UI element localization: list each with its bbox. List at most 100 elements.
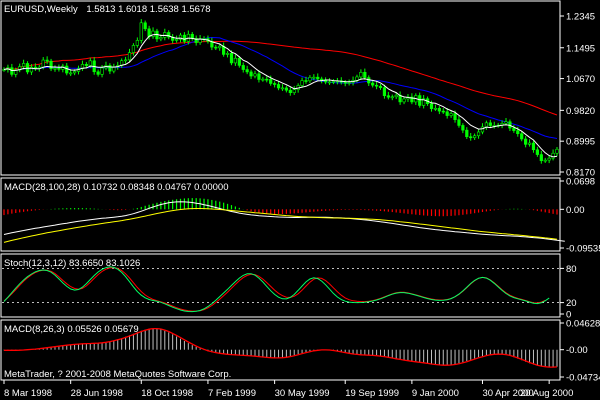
x-tick-label: 9 Jan 2000	[412, 388, 459, 399]
candle-body	[433, 107, 438, 110]
candle-body	[25, 63, 30, 73]
x-tick-label: 20 Aug 2000	[520, 388, 573, 399]
candle-body	[147, 28, 151, 37]
candle-body	[249, 71, 253, 77]
candle-body	[261, 78, 265, 81]
candle-body	[363, 72, 367, 78]
stoch-y-tick-label: 0	[566, 310, 571, 321]
copyright-label: MetaTrader, ? 2001-2008 MetaQuotes Softw…	[4, 369, 231, 380]
candle-body	[465, 129, 469, 138]
candle-body	[225, 52, 230, 55]
macd2-panel[interactable]	[3, 327, 558, 368]
price-panel[interactable]	[2, 19, 559, 164]
macd1-y-tick-label: -0.09535	[566, 244, 600, 255]
candle-body	[371, 82, 375, 86]
candle-body	[504, 121, 508, 124]
candle-body	[276, 84, 281, 89]
x-axis-labels: 8 Mar 1998 28 Jun 1998 18 Oct 1998 7 Feb 19…	[3, 380, 573, 399]
candle-body	[22, 63, 26, 67]
candle-body	[182, 34, 187, 42]
macd1-panel-frame	[0, 177, 561, 252]
candle-body	[241, 65, 245, 70]
candle-body	[476, 131, 481, 137]
candle-body	[480, 126, 485, 133]
candle-body	[551, 152, 555, 159]
candle-body	[300, 80, 304, 86]
candle-body	[410, 96, 414, 103]
candle-body	[547, 157, 551, 161]
x-tick-label: 18 Oct 1998	[141, 388, 193, 399]
candle-body	[429, 103, 434, 109]
macd2-y-tick-label: 0.04628	[566, 319, 600, 330]
candle-body	[445, 111, 449, 116]
candle-body	[49, 60, 53, 70]
candle-body	[359, 72, 363, 78]
candle-body	[382, 87, 387, 96]
candle-body	[449, 113, 453, 116]
macd1-signal-line	[3, 208, 558, 243]
macd1-label: MACD(28,100,28) 0.10732 0.08348 0.04767 …	[4, 182, 228, 193]
candle-body	[418, 95, 422, 106]
price-y-tick-label: 1.0670	[566, 74, 595, 85]
candle-body	[127, 52, 132, 61]
candle-body	[535, 149, 539, 155]
candle-body	[139, 22, 143, 41]
macd2-signal-line	[4, 327, 558, 368]
candle-body	[218, 45, 222, 49]
candle-body	[174, 39, 179, 41]
candle-body	[65, 65, 69, 74]
candle-body	[386, 95, 390, 98]
stoch-label: Stoch(12,3,12) 83.6650 83.1026	[4, 258, 140, 269]
candle-body	[41, 59, 45, 68]
macd2-y-tick-label: -0.00	[566, 345, 588, 356]
stoch-panel[interactable]	[2, 266, 559, 313]
candle-body	[29, 66, 34, 73]
candle-body	[331, 81, 336, 83]
candle-body	[516, 130, 520, 135]
candle-body	[374, 84, 379, 87]
candle-body	[531, 142, 536, 151]
candle-body	[437, 107, 441, 112]
candle-body	[108, 65, 112, 72]
candle-body	[84, 64, 88, 66]
candle-body	[100, 67, 104, 75]
candle-body	[253, 73, 257, 77]
candle-body	[539, 154, 543, 162]
candle-body	[355, 76, 359, 81]
candle-body	[292, 89, 296, 94]
macd1-panel[interactable]	[3, 198, 565, 243]
candle-body	[304, 80, 308, 82]
candle-body	[72, 71, 77, 74]
candle-body	[457, 119, 461, 126]
candle-body	[469, 136, 473, 139]
candle-body	[473, 135, 477, 139]
stoch-y-tick-label: 80	[566, 264, 577, 275]
candle-body	[178, 34, 183, 40]
candle-body	[453, 113, 457, 120]
stoch-panel-frame	[0, 253, 561, 318]
price-header: EURUSD,Weekly 1.5813 1.6018 1.5638 1.567…	[4, 4, 211, 15]
candle-body	[96, 71, 100, 75]
candle-body	[280, 87, 285, 90]
candle-body	[143, 22, 147, 30]
candle-body	[527, 142, 532, 145]
candle-body	[347, 82, 351, 84]
candle-body	[245, 69, 249, 73]
candle-body	[422, 98, 426, 106]
y-axis-labels: 1.2345 1.1495 1.0670 0.9820 0.8995 0.81700.06…	[560, 12, 600, 384]
candle-body	[167, 32, 171, 38]
ma-fast-line	[3, 33, 558, 158]
stoch-main-line	[3, 266, 550, 313]
price-y-tick-label: 0.9820	[566, 106, 595, 117]
candle-body	[488, 122, 492, 126]
macd2-label: MACD(8,26,3) 0.05526 0.05679	[4, 324, 139, 335]
candle-body	[312, 76, 316, 79]
ohlc-label: 1.5813 1.6018 1.5638 1.5678	[86, 4, 210, 15]
candle-body	[88, 60, 92, 66]
macd1-main-line	[3, 201, 565, 242]
x-tick-label: 28 Jun 1998	[71, 388, 123, 399]
candle-body	[69, 72, 73, 75]
x-tick-label: 8 Mar 1998	[4, 388, 52, 399]
macd1-y-tick-label: 0.0698	[566, 177, 595, 188]
